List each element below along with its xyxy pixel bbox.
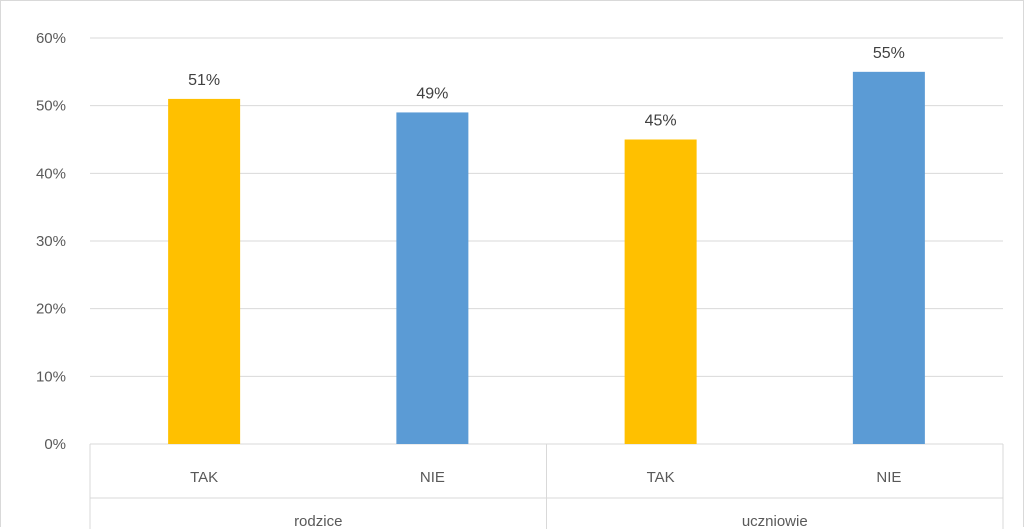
group-label: rodzice bbox=[294, 513, 342, 529]
data-label: 45% bbox=[645, 113, 677, 130]
category-label: NIE bbox=[420, 469, 445, 486]
x-axis-groups: rodzice uczniowie bbox=[294, 513, 808, 529]
axis-lines bbox=[89, 443, 1004, 529]
bars bbox=[168, 71, 925, 445]
y-tick-label: 0% bbox=[44, 436, 66, 453]
y-tick-label: 50% bbox=[36, 98, 66, 115]
bar-nie-rodzice bbox=[396, 112, 469, 444]
category-label: TAK bbox=[190, 469, 218, 486]
x-axis-categories: TAK NIE TAK NIE bbox=[190, 469, 901, 486]
bar-tak-rodzice bbox=[168, 98, 241, 445]
y-tick-label: 30% bbox=[36, 233, 66, 250]
group-label: uczniowie bbox=[742, 513, 808, 529]
data-labels: 51% 49% 45% 55% bbox=[188, 45, 905, 130]
bar-tak-uczniowie bbox=[624, 139, 697, 444]
data-label: 55% bbox=[873, 45, 905, 62]
y-tick-label: 20% bbox=[36, 301, 66, 318]
bar-nie-uczniowie bbox=[852, 71, 925, 444]
y-tick-label: 40% bbox=[36, 165, 66, 182]
y-axis-ticks: 0% 10% 20% 30% 40% 50% 60% bbox=[36, 30, 66, 453]
category-label: TAK bbox=[647, 469, 675, 486]
data-label: 51% bbox=[188, 72, 220, 89]
y-tick-label: 10% bbox=[36, 368, 66, 385]
y-tick-label: 60% bbox=[36, 30, 66, 47]
category-label: NIE bbox=[876, 469, 901, 486]
data-label: 49% bbox=[416, 85, 448, 102]
gridlines bbox=[90, 37, 1003, 377]
